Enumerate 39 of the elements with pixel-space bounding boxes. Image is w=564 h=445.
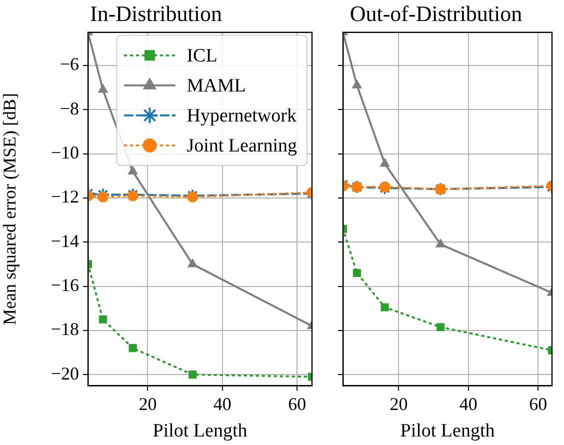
point — [98, 315, 107, 324]
x-tick-label: 60 — [529, 394, 548, 414]
point — [98, 84, 108, 93]
legend-label: Joint Learning — [186, 135, 298, 156]
y-tick-label: −10 — [50, 142, 79, 163]
x-tick-label: 40 — [459, 394, 478, 414]
x-tick-label: 40 — [213, 394, 232, 414]
chart-title: In-Distribution — [90, 0, 222, 26]
point — [352, 268, 361, 278]
y-tick-label: −12 — [50, 186, 79, 207]
point — [97, 191, 108, 202]
point — [380, 303, 389, 312]
point — [188, 258, 198, 268]
point — [380, 158, 390, 167]
legend-label: ICL — [186, 45, 218, 66]
point — [127, 190, 138, 202]
point — [128, 344, 137, 352]
x-tick-label: 60 — [288, 394, 306, 414]
point — [187, 191, 198, 202]
point — [379, 181, 390, 192]
legend-label: Hypernetwork — [186, 105, 297, 126]
chart-title: Out-of-Distribution — [350, 0, 522, 26]
y-tick-label: −8 — [60, 98, 79, 118]
x-axis-title: Pilot Length — [152, 420, 248, 442]
x-axis-title: Pilot Length — [400, 420, 496, 442]
y-tick-label: −16 — [50, 274, 79, 295]
point — [352, 80, 362, 88]
y-tick-label: −20 — [50, 363, 79, 384]
x-tick-label: 20 — [138, 394, 157, 414]
y-tick-label: −18 — [50, 319, 79, 340]
x-tick-label: 20 — [390, 394, 408, 414]
point — [128, 166, 138, 174]
y-tick-label: −14 — [50, 230, 79, 251]
point — [188, 370, 197, 379]
point — [436, 238, 446, 248]
y-axis-title: Mean squared error (MSE) [dB] — [0, 93, 20, 325]
point — [436, 323, 445, 332]
y-tick-label: −6 — [60, 54, 79, 74]
legend-label: MAML — [186, 75, 246, 96]
